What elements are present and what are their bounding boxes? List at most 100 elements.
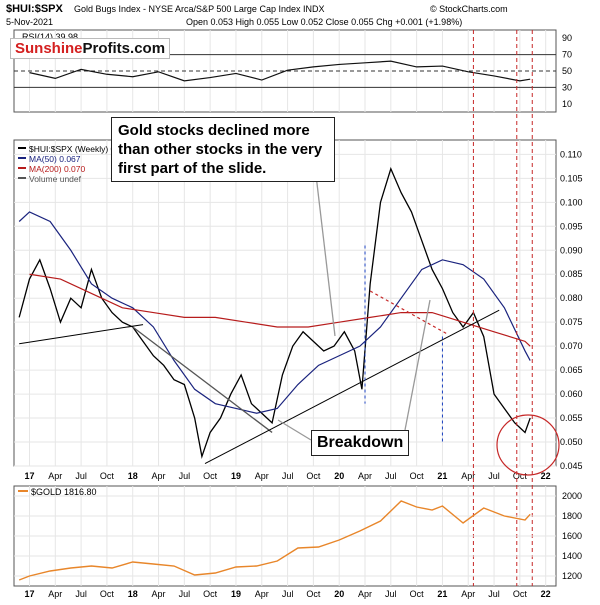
- rsi-label: RSI(14) 39.98: [22, 32, 78, 42]
- main-tick-label: 0.105: [560, 173, 583, 183]
- header-quote: Open 0.053 High 0.055 Low 0.052 Close 0.…: [186, 17, 462, 27]
- x-tick-label-bottom: Jul: [282, 589, 294, 599]
- main-tick-label: 0.065: [560, 365, 583, 375]
- main-tick-label: 0.090: [560, 245, 583, 255]
- main-tick-label: 0.075: [560, 317, 583, 327]
- main-tick-label: 0.080: [560, 293, 583, 303]
- main-tick-label: 0.110: [560, 149, 582, 159]
- callout-pointer: [315, 174, 336, 337]
- rsi-tick-label: 50: [562, 66, 572, 76]
- x-tick-label-bottom: Oct: [410, 589, 425, 599]
- x-tick-label-bottom: Jul: [385, 589, 397, 599]
- x-tick-label-bottom: Apr: [48, 589, 62, 599]
- watermark-part2: Profits.com: [82, 40, 166, 57]
- x-tick-label-bottom: Jul: [488, 589, 500, 599]
- legend-label: MA(50) 0.067: [29, 154, 81, 164]
- x-tick-label-bottom: 18: [128, 589, 138, 599]
- trendline-support-2017: [19, 324, 144, 345]
- x-tick-label-bottom: 19: [231, 589, 241, 599]
- gold-tick-label: 1200: [562, 571, 582, 581]
- x-tick-label: Jul: [75, 471, 87, 481]
- legend-swatch: [18, 147, 26, 149]
- x-tick-label-bottom: 21: [437, 589, 447, 599]
- gold-tick-label: 1400: [562, 551, 582, 561]
- legend-label: Volume undef: [29, 174, 82, 184]
- rsi-tick-label: 10: [562, 99, 572, 109]
- breakdown-pointer: [404, 299, 431, 431]
- main-tick-label: 0.045: [560, 461, 583, 471]
- main-tick-label: 0.085: [560, 269, 583, 279]
- x-tick-label-bottom: Oct: [203, 589, 218, 599]
- trendline-uptrend: [204, 309, 500, 465]
- x-tick-label: Apr: [461, 471, 475, 481]
- x-tick-label-bottom: 17: [24, 589, 34, 599]
- header-symbol: $HUI:$SPX: [6, 3, 64, 15]
- x-tick-label-bottom: Jul: [75, 589, 87, 599]
- main-tick-label: 0.095: [560, 221, 583, 231]
- x-tick-label-bottom: Oct: [306, 589, 321, 599]
- gold-tick-label: 2000: [562, 491, 582, 501]
- x-tick-label-bottom: Apr: [358, 589, 372, 599]
- legend-label: MA(200) 0.070: [29, 164, 85, 174]
- x-tick-label: Oct: [410, 471, 425, 481]
- x-tick-label-bottom: 22: [541, 589, 551, 599]
- x-tick-label: Jul: [488, 471, 500, 481]
- x-tick-label: 17: [24, 471, 34, 481]
- x-tick-label: Oct: [513, 471, 528, 481]
- x-tick-label-bottom: Apr: [461, 589, 475, 599]
- x-tick-label-bottom: Oct: [100, 589, 115, 599]
- legend-swatch: [18, 157, 26, 159]
- main-tick-label: 0.100: [560, 197, 583, 207]
- gold-legend-label: $GOLD 1816.80: [31, 487, 97, 497]
- breakdown-pointer-2: [277, 419, 312, 441]
- rsi-line: [29, 60, 531, 82]
- x-tick-label-bottom: 20: [334, 589, 344, 599]
- breakdown-callout: Breakdown: [311, 430, 410, 456]
- trendline-decline-2018: [132, 326, 273, 433]
- rsi-tick-label: 70: [562, 50, 572, 60]
- gold-line: [18, 500, 531, 581]
- main-tick-label: 0.055: [560, 413, 583, 423]
- header-name: Gold Bugs Index - NYSE Arca/S&P 500 Larg…: [74, 4, 324, 14]
- watermark-part1: Sunshine: [15, 40, 83, 57]
- gold-tick-label: 1600: [562, 531, 582, 541]
- x-tick-label: Apr: [358, 471, 372, 481]
- legend-label: $HUI:$SPX (Weekly) 0.055: [29, 144, 132, 154]
- annotation-callout: Gold stocks declined more than other sto…: [111, 117, 335, 182]
- x-tick-label: 19: [231, 471, 241, 481]
- x-tick-label: Jul: [282, 471, 294, 481]
- watermark-logo: SunshineProfits.com: [10, 38, 171, 59]
- ma50-line: [18, 211, 531, 414]
- target-circle: [496, 414, 560, 476]
- x-tick-label-bottom: Apr: [255, 589, 269, 599]
- gold-legend-swatch: [18, 490, 28, 492]
- x-tick-label: Oct: [306, 471, 321, 481]
- x-tick-label: Oct: [203, 471, 218, 481]
- x-tick-label-bottom: Apr: [152, 589, 166, 599]
- x-tick-label: Apr: [255, 471, 269, 481]
- x-tick-label-bottom: Oct: [513, 589, 528, 599]
- main-tick-label: 0.050: [560, 437, 583, 447]
- x-tick-label: Jul: [179, 471, 191, 481]
- x-tick-label: 18: [128, 471, 138, 481]
- legend-swatch: [18, 167, 26, 169]
- main-tick-label: 0.070: [560, 341, 583, 351]
- ma200-line: [29, 273, 531, 347]
- x-tick-label: 20: [334, 471, 344, 481]
- rsi-tick-label: 90: [562, 33, 572, 43]
- main-tick-label: 0.060: [560, 389, 583, 399]
- dashed-resistance: [369, 290, 448, 335]
- header-date: 5-Nov-2021: [6, 17, 53, 27]
- x-tick-label-bottom: Jul: [179, 589, 191, 599]
- gold-tick-label: 1800: [562, 511, 582, 521]
- legend-swatch: [18, 177, 26, 179]
- x-tick-label: 22: [541, 471, 551, 481]
- x-tick-label: Apr: [152, 471, 166, 481]
- main-panel-frame: [13, 139, 557, 467]
- x-tick-label: 21: [437, 471, 447, 481]
- price-line: [18, 166, 531, 459]
- header-credit: © StockCharts.com: [430, 4, 508, 14]
- x-tick-label: Apr: [48, 471, 62, 481]
